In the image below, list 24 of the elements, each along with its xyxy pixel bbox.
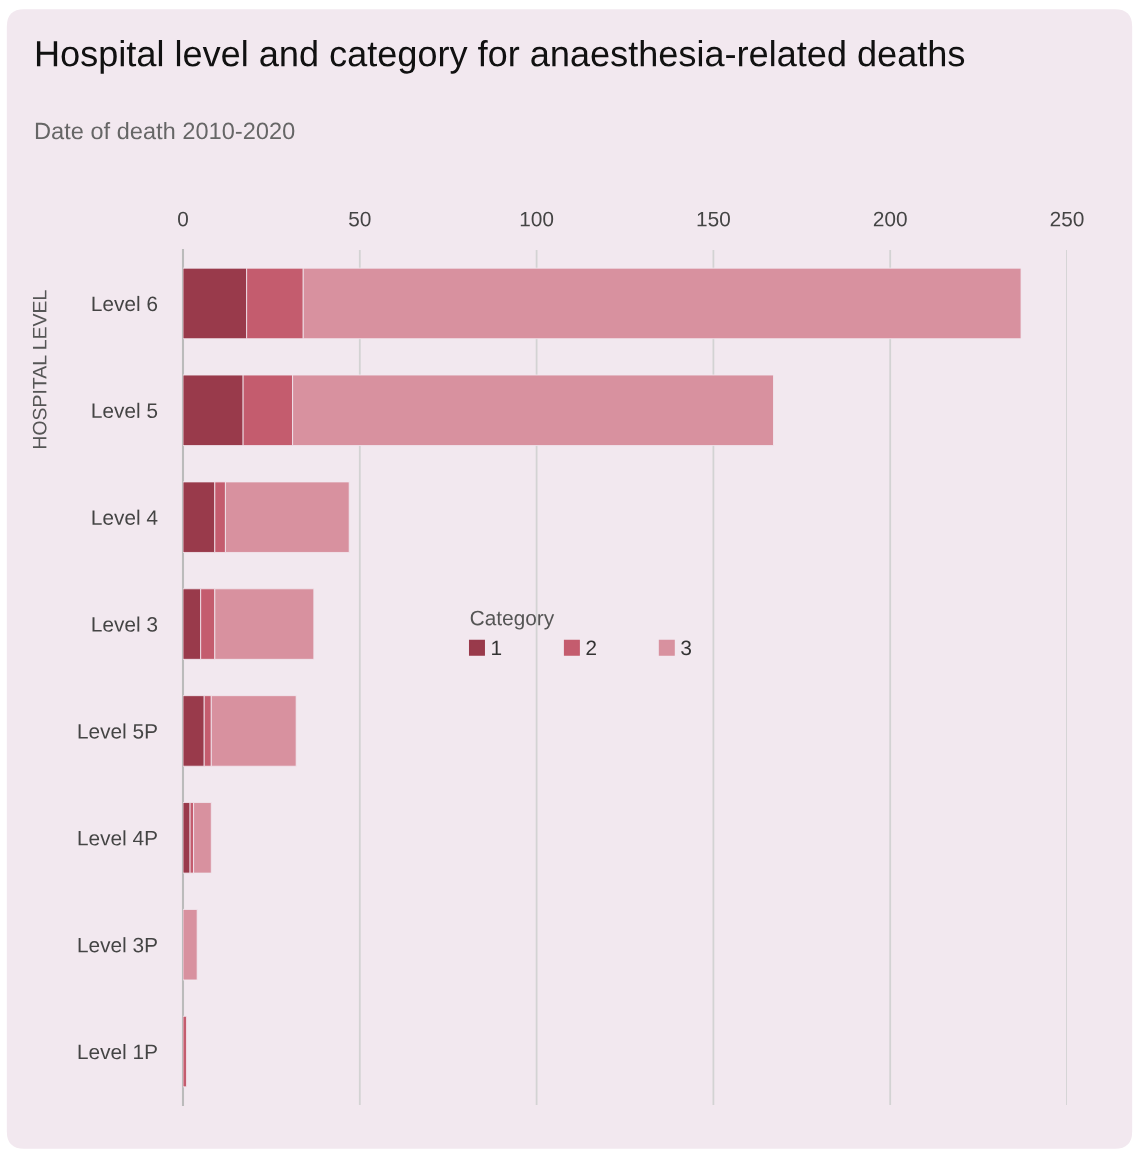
y-tick-label: Level 4P [78, 830, 157, 846]
y-tick-label: Level 4 [92, 509, 158, 525]
legend-label: 3 [681, 640, 692, 656]
y-axis-title: HOSPITAL LEVEL [32, 290, 47, 449]
bar [193, 802, 212, 874]
bar [183, 909, 198, 981]
chart-subtitle: Date of death 2010-2020 [35, 122, 295, 140]
x-tick-label: 250 [1050, 211, 1084, 227]
chart-title: Hospital level and category for anaesthesia-related deaths [36, 40, 965, 74]
x-tick-label: 200 [873, 211, 907, 227]
y-tick-label: Level 3 [92, 616, 158, 632]
y-tick-label: Level 6 [92, 295, 158, 312]
y-tick-label: Level 3P [78, 937, 157, 953]
legend-label: 2 [586, 640, 596, 656]
legend-label: 1 [492, 640, 502, 656]
bar [183, 1015, 187, 1088]
x-tick-label: 50 [349, 211, 371, 227]
y-tick-label: Level 5P [78, 723, 157, 739]
y-tick-label: Level 5 [92, 402, 158, 419]
legend-title: Category [470, 610, 555, 630]
x-tick-label: 0 [178, 211, 188, 227]
x-tick-label: 150 [697, 211, 730, 227]
x-tick-label: 100 [520, 211, 554, 227]
y-tick-label: Level 1P [78, 1044, 157, 1060]
